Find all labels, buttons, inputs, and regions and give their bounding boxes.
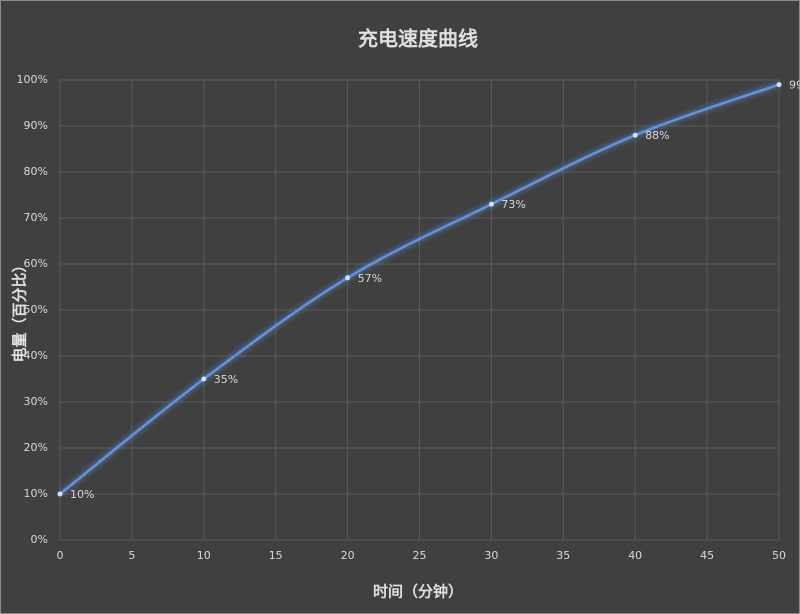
y-tick-label: 0% (31, 533, 48, 546)
y-tick-label: 10% (24, 487, 48, 500)
x-tick-label: 0 (57, 549, 64, 562)
y-tick-label: 50% (24, 303, 48, 316)
y-tick-label: 30% (24, 395, 48, 408)
y-tick-label: 70% (24, 211, 48, 224)
y-tick-label: 80% (24, 165, 48, 178)
point (201, 376, 207, 382)
chart-title: 充电速度曲线 (358, 27, 478, 51)
point (488, 201, 494, 207)
y-tick-label: 60% (24, 257, 48, 270)
point (632, 132, 638, 138)
y-tick-label: 90% (24, 119, 48, 132)
x-tick-label: 15 (269, 549, 283, 562)
point (776, 82, 782, 88)
data-label: 57% (358, 272, 382, 285)
point (57, 491, 63, 497)
x-tick-label: 35 (556, 549, 570, 562)
x-tick-label: 10 (197, 549, 211, 562)
data-label: 10% (70, 488, 94, 501)
x-tick-label: 45 (700, 549, 714, 562)
point (345, 275, 351, 281)
y-tick-label: 20% (24, 441, 48, 454)
y-tick-label: 100% (17, 73, 48, 86)
y-axis-title: 电量（百分比） (11, 257, 29, 362)
x-tick-label: 30 (484, 549, 498, 562)
line (59, 83, 780, 495)
x-tick-label: 50 (772, 549, 786, 562)
data-label: 88% (645, 129, 669, 142)
x-axis-title: 时间（分钟） (373, 583, 463, 601)
y-tick-label: 40% (24, 349, 48, 362)
x-tick-label: 5 (128, 549, 135, 562)
data-label: 99% (789, 79, 800, 92)
data-label: 73% (501, 198, 525, 211)
x-tick-label: 40 (628, 549, 642, 562)
x-tick-label: 20 (341, 549, 355, 562)
x-tick-label: 25 (413, 549, 427, 562)
data-label: 35% (214, 373, 238, 386)
